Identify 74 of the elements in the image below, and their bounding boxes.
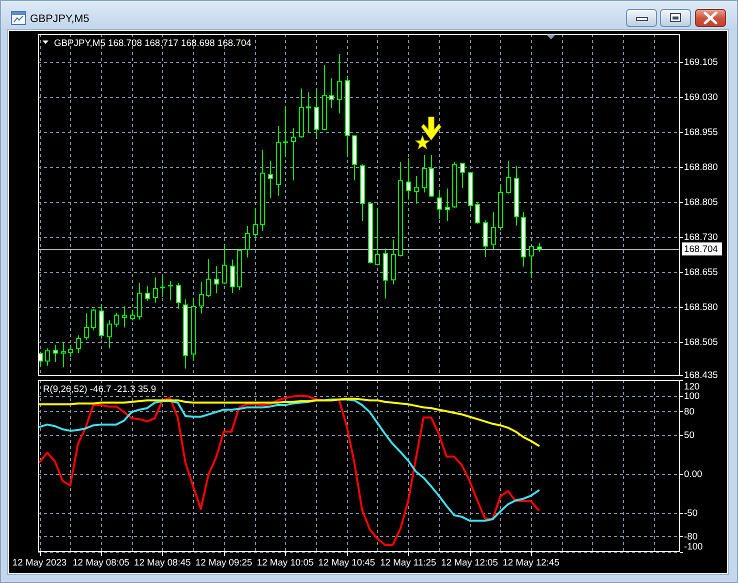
candlestick — [329, 78, 334, 108]
candlestick — [491, 212, 496, 250]
candlestick — [114, 312, 119, 328]
y-tick-label: 168.955 — [684, 126, 718, 137]
x-tick-label: 12 May 08:05 — [72, 556, 130, 568]
y-tick-label: 0.00 — [684, 468, 702, 480]
y-tick-label: 168.655 — [684, 266, 718, 278]
chart-title: R(9,26,52) -46.7 -21.3 35.9 — [43, 383, 156, 394]
y-tick-label: -100 — [684, 540, 703, 552]
candlestick — [414, 176, 419, 204]
chart-title: GBPJPY,M5 — [30, 13, 90, 25]
candlestick — [84, 312, 89, 341]
candlestick — [268, 160, 273, 198]
candlestick — [506, 160, 511, 194]
candlestick — [168, 280, 173, 301]
candlestick — [130, 310, 135, 321]
y-tick-label: 80 — [684, 406, 694, 417]
y-tick-label: 168.505 — [684, 336, 718, 348]
y-tick-label: 168.805 — [684, 196, 718, 208]
y-tick-label: 168.880 — [684, 160, 718, 172]
candlestick — [314, 88, 319, 140]
y-tick-label: 120 — [684, 380, 700, 392]
candlestick — [230, 259, 235, 294]
candlestick — [107, 320, 112, 349]
candlestick — [291, 128, 296, 181]
y-tick-label: 50 — [684, 429, 694, 440]
candlestick — [76, 334, 81, 354]
candlestick — [222, 244, 227, 284]
candlestick — [145, 286, 150, 302]
candlestick — [475, 202, 480, 224]
candlestick — [68, 344, 73, 358]
candlestick — [406, 158, 411, 200]
y-tick-label: 168.435 — [684, 368, 718, 380]
candlestick — [176, 282, 181, 310]
y-tick-label: 168.580 — [684, 301, 718, 312]
x-tick-label: 12 May 12:05 — [441, 556, 498, 568]
candlestick — [45, 348, 50, 366]
candlestick — [529, 244, 534, 278]
y-tick-label: 168.730 — [684, 231, 718, 242]
candlestick — [422, 154, 427, 193]
candlestick — [306, 92, 311, 134]
candlestick — [375, 208, 380, 266]
chart-subtitle: GBPJPY,M5 168.708 168.717 168.698 168.704 — [54, 37, 252, 48]
x-tick-label: 12 May 10:45 — [318, 556, 376, 568]
x-tick-label: 12 May 10:05 — [256, 556, 314, 568]
y-tick-label: 100 — [684, 390, 700, 401]
candlestick — [91, 308, 96, 331]
candlestick — [137, 282, 142, 320]
y-tick-label: -80 — [684, 530, 698, 542]
candlestick — [199, 282, 204, 314]
x-tick-label: 12 May 12:45 — [502, 556, 560, 568]
candlestick — [483, 220, 488, 258]
candlestick — [153, 276, 158, 304]
x-tick-label: 12 May 2023 — [12, 556, 67, 568]
candlestick — [160, 276, 165, 298]
candlestick — [245, 226, 250, 258]
candlestick — [337, 54, 342, 114]
candlestick — [283, 105, 288, 158]
candlestick — [460, 162, 465, 188]
candlestick — [253, 208, 258, 238]
candlestick — [214, 266, 219, 294]
candlestick — [437, 190, 442, 220]
candlestick — [445, 188, 450, 222]
candlestick — [61, 341, 66, 368]
candlestick — [122, 306, 127, 328]
x-tick-label: 12 May 09:25 — [195, 556, 252, 568]
x-tick-label: 12 May 08:45 — [134, 556, 191, 568]
x-tick-label: 12 May 11:25 — [380, 556, 436, 568]
ref-line-label: 168.704 — [684, 243, 718, 254]
candlestick — [206, 258, 211, 298]
y-tick-label: -50 — [684, 507, 698, 518]
y-tick-label: 169.105 — [684, 56, 718, 67]
y-tick-label: 169.030 — [684, 90, 718, 102]
candlestick — [53, 344, 58, 362]
